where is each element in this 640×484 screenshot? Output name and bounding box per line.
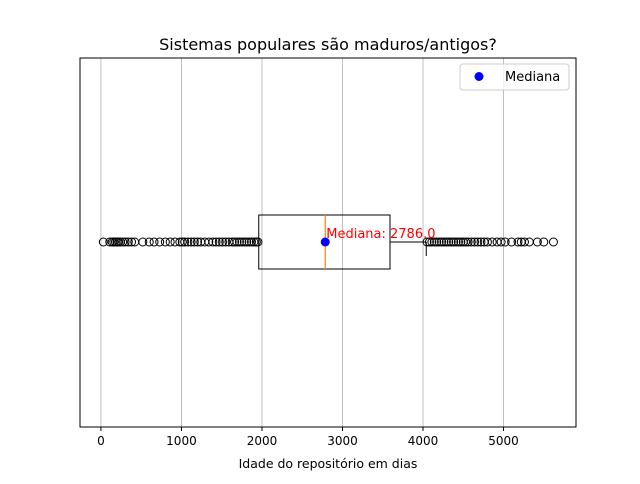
outlier-point-low	[247, 237, 257, 247]
outlier-point-low	[232, 237, 242, 247]
outlier-point-low	[204, 237, 214, 247]
outlier-point-low	[249, 237, 259, 247]
chart-title: Sistemas populares são maduros/antigos?	[159, 35, 497, 54]
median-annotation: Mediana: 2786.0	[320, 227, 436, 247]
outlier-point-low	[118, 237, 128, 247]
outlier-point-low	[211, 237, 221, 247]
outlier-point-high	[487, 237, 497, 247]
x-tick-label: 3000	[327, 434, 358, 448]
outlier-point-low	[253, 237, 263, 247]
outlier-point-low	[234, 237, 244, 247]
outlier-point-low	[186, 237, 196, 247]
x-axis-label: Idade do repositório em dias	[239, 456, 418, 471]
outlier-point-low	[165, 237, 175, 247]
outlier-point-low	[221, 237, 231, 247]
outlier-point-low	[218, 237, 228, 247]
outlier-point-low	[149, 237, 159, 247]
outlier-point-low	[98, 237, 108, 247]
outlier-point-high	[437, 237, 447, 247]
median-marker-point	[320, 237, 330, 247]
outlier-point-high	[507, 237, 517, 247]
outlier-point-low	[214, 237, 224, 247]
outlier-point-high	[451, 237, 461, 247]
legend-box	[459, 63, 570, 91]
outlier-point-high	[482, 237, 492, 247]
outlier-point-low	[123, 237, 133, 247]
outlier-point-high	[461, 237, 471, 247]
outlier-point-high	[427, 237, 437, 247]
outlier-point-high	[444, 237, 454, 247]
outlier-point-low	[155, 237, 165, 247]
outlier-point-low	[237, 237, 247, 247]
outlier-point-high	[539, 237, 549, 247]
outlier-point-high	[548, 237, 558, 247]
outlier-point-high	[473, 237, 483, 247]
outlier-point-low	[177, 237, 187, 247]
x-tick-label: 1000	[166, 434, 197, 448]
outlier-point-high	[500, 237, 510, 247]
outlier-point-high	[432, 237, 442, 247]
outlier-point-high	[453, 237, 463, 247]
outlier-point-high	[532, 237, 542, 247]
outlier-point-high	[496, 237, 506, 247]
x-tick-label: 2000	[247, 434, 278, 448]
outlier-point-high	[422, 237, 432, 247]
outlier-point-low	[180, 237, 190, 247]
outlier-point-high	[429, 237, 439, 247]
outlier-point-low	[105, 237, 115, 247]
outlier-points	[98, 237, 558, 247]
outlier-point-high	[449, 237, 459, 247]
outlier-point-high	[424, 237, 434, 247]
outlier-point-high	[456, 237, 466, 247]
plot-frame	[79, 57, 577, 428]
outlier-point-high	[513, 237, 523, 247]
outlier-point-low	[242, 237, 252, 247]
legend-label-mediana: Mediana	[505, 70, 560, 85]
outlier-point-low	[127, 237, 137, 247]
x-tick-label: 5000	[488, 434, 519, 448]
outlier-point-high	[446, 237, 456, 247]
legend-marker-icon	[474, 72, 484, 81]
outlier-point-high	[519, 237, 529, 247]
outlier-point-high	[466, 237, 476, 247]
interquartile-box	[258, 214, 391, 270]
x-axis-ticks: 0 1000 2000 3000 4000 5000	[97, 427, 519, 448]
outlier-point-low	[193, 237, 203, 247]
outlier-point-low	[160, 237, 170, 247]
legend: Mediana	[459, 63, 570, 91]
outlier-point-high	[476, 237, 486, 247]
outlier-point-high	[434, 237, 444, 247]
median-value-label: Mediana: 2786.0	[326, 227, 435, 242]
outlier-point-low	[239, 237, 249, 247]
outlier-point-low	[120, 237, 130, 247]
outlier-point-low	[244, 237, 254, 247]
outlier-point-low	[183, 237, 193, 247]
outlier-point-low	[230, 237, 240, 247]
outlier-point-low	[208, 237, 218, 247]
outlier-point-high	[463, 237, 473, 247]
outlier-point-low	[170, 237, 180, 247]
x-tick-label: 4000	[408, 434, 439, 448]
x-tick-label: 0	[97, 434, 105, 448]
outlier-point-low	[144, 237, 154, 247]
outlier-point-low	[227, 237, 237, 247]
outlier-point-high	[441, 237, 451, 247]
outlier-point-low	[189, 237, 199, 247]
outlier-point-low	[138, 237, 148, 247]
outlier-point-high	[470, 237, 480, 247]
outlier-point-high	[439, 237, 449, 247]
